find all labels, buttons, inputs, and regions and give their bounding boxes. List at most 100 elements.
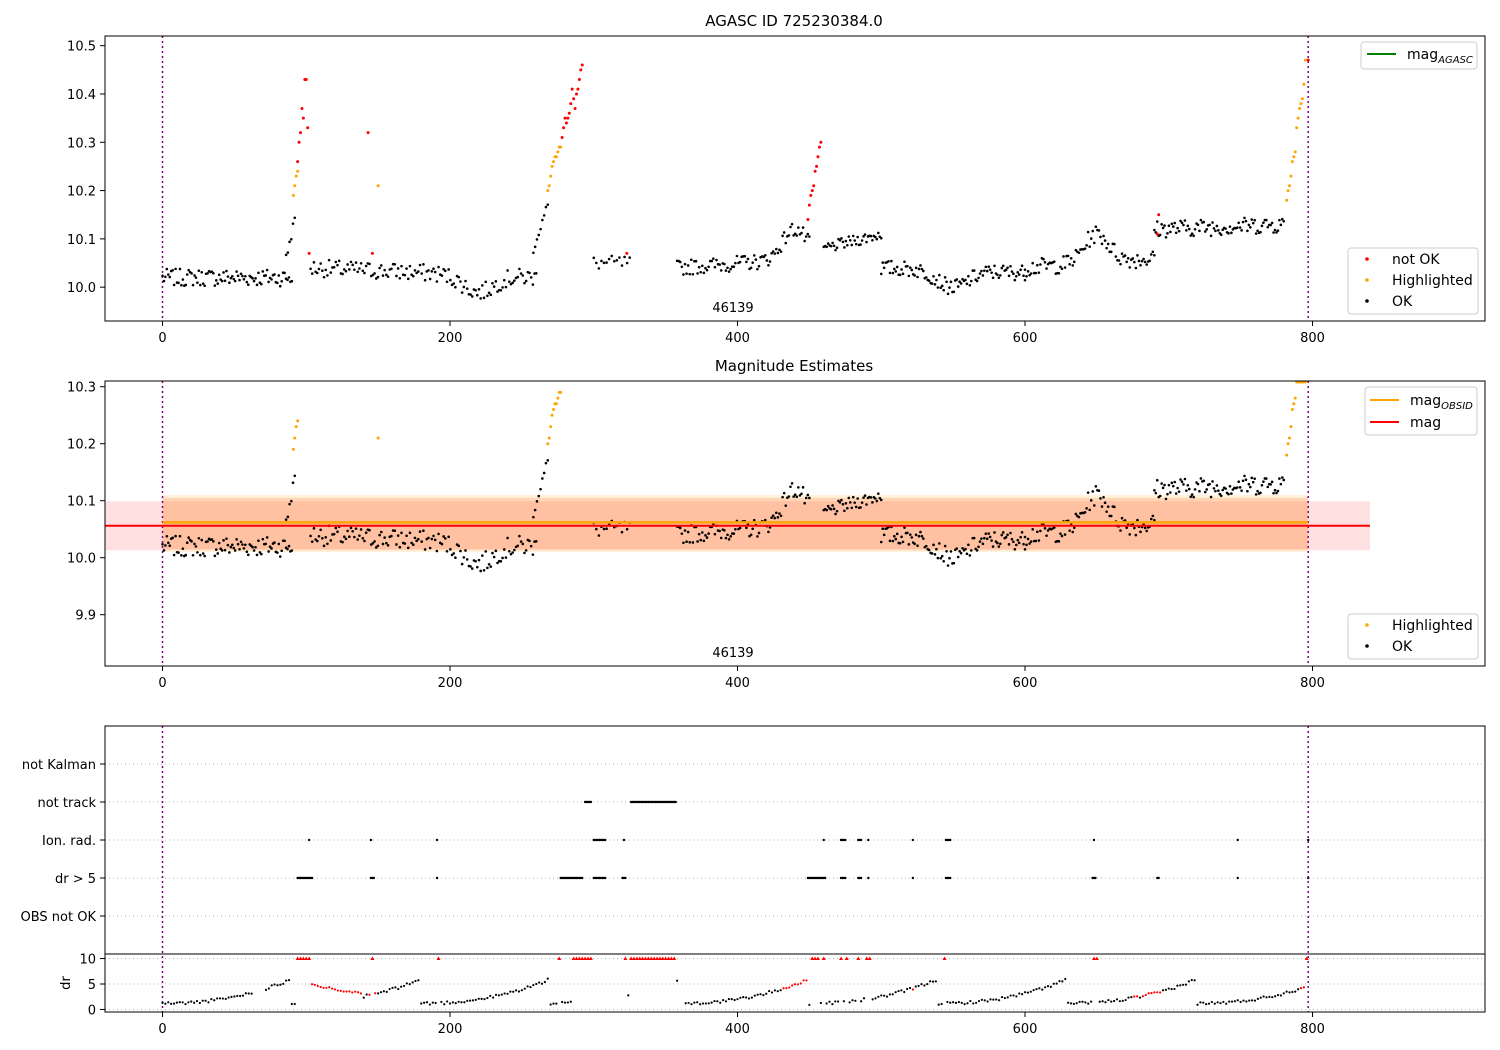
ok-point	[432, 267, 435, 271]
ok-point	[942, 559, 945, 563]
panel-magnitude-title: Magnitude Estimates	[715, 357, 873, 375]
ok-point	[437, 532, 440, 536]
ok-point	[916, 544, 919, 547]
not-ok-point	[812, 184, 816, 188]
dr-point	[1239, 1000, 1242, 1004]
ok-point	[1052, 260, 1056, 263]
ok-point	[312, 261, 316, 264]
highlighted-point	[1292, 155, 1296, 159]
ok-point	[848, 238, 852, 242]
ok-point	[831, 504, 834, 507]
ok-point	[916, 275, 919, 279]
ok-point	[1004, 268, 1008, 272]
dr-clipped-marker	[304, 956, 309, 961]
ok-point	[993, 531, 996, 534]
ok-point	[782, 231, 786, 234]
flag-row-label: Ion. rad.	[42, 834, 96, 849]
ok-point	[197, 269, 201, 273]
ok-point	[1019, 268, 1022, 272]
dr-point	[759, 993, 762, 996]
ok-point	[1154, 491, 1158, 495]
dr-point	[949, 1001, 952, 1004]
ok-point	[803, 239, 806, 243]
ok-point	[898, 541, 902, 545]
ok-point	[171, 269, 174, 272]
legend-mid-highlighted-label: Highlighted	[1392, 618, 1473, 634]
flag-point	[604, 876, 607, 880]
ok-point	[499, 288, 503, 292]
not-ok-point	[815, 164, 819, 168]
ok-point	[996, 541, 999, 545]
ok-point	[756, 535, 759, 538]
dr-point	[1259, 996, 1262, 999]
ok-point	[336, 530, 339, 534]
ok-point	[1077, 515, 1081, 519]
legend-mag-agasc-sub: AGASC	[1437, 55, 1473, 66]
highlighted-point	[1298, 106, 1302, 110]
highlighted-point	[1286, 442, 1290, 446]
ok-point	[1278, 477, 1281, 480]
dr-point	[1127, 996, 1130, 999]
ok-point	[457, 544, 461, 548]
ok-point	[874, 497, 877, 500]
dr-point	[1104, 1001, 1107, 1004]
ok-point	[322, 544, 326, 548]
ok-point	[738, 526, 742, 530]
ok-point	[691, 272, 695, 276]
ok-point	[856, 235, 859, 239]
ok-point	[1173, 221, 1177, 225]
dr-point	[1167, 987, 1170, 990]
ok-point	[319, 528, 322, 532]
highlighted-point	[1289, 174, 1293, 178]
ok-point	[724, 269, 728, 272]
dr-point	[676, 979, 679, 982]
ok-point	[347, 535, 351, 539]
not-ok-point	[579, 68, 583, 72]
ok-point	[430, 270, 434, 273]
ok-point	[427, 269, 430, 272]
ok-point	[835, 509, 839, 513]
ok-point	[894, 537, 898, 541]
ok-point	[881, 527, 885, 530]
ok-point	[877, 231, 880, 235]
ok-point	[1180, 480, 1184, 484]
ok-point	[704, 534, 707, 537]
ok-point	[230, 274, 234, 278]
ok-point	[165, 535, 169, 538]
ok-point	[1161, 486, 1165, 490]
ok-point	[201, 552, 205, 555]
dr-point	[1144, 993, 1147, 997]
dr-point	[241, 994, 245, 997]
flag-point	[823, 876, 827, 880]
ok-point	[506, 269, 509, 272]
dr-clipped-marker	[634, 956, 639, 961]
ok-point	[1019, 535, 1022, 539]
ok-point	[787, 234, 791, 237]
ok-point	[1004, 535, 1008, 539]
ok-point	[712, 257, 715, 260]
ok-point	[723, 262, 726, 266]
y-tick-label: 10.4	[67, 88, 96, 103]
ok-point	[161, 274, 164, 278]
ok-point	[1160, 223, 1163, 226]
dr-point	[193, 1001, 196, 1004]
ok-point	[826, 242, 830, 245]
ok-point	[420, 540, 424, 543]
ok-point	[232, 277, 236, 281]
highlighted-point	[550, 164, 554, 168]
ok-point	[1208, 482, 1211, 486]
ok-point	[193, 274, 196, 277]
ok-point	[1153, 228, 1156, 232]
dr-point	[848, 1001, 851, 1004]
ok-point	[487, 291, 491, 295]
ok-point	[797, 226, 800, 229]
ok-point	[840, 237, 843, 240]
dr-point	[980, 998, 983, 1001]
dr-point	[494, 993, 498, 996]
ok-point	[332, 532, 336, 536]
highlighted-point	[546, 189, 550, 193]
ok-point	[917, 534, 921, 538]
ok-point	[1202, 479, 1206, 483]
ok-point	[454, 556, 457, 560]
ok-point	[1074, 512, 1078, 516]
